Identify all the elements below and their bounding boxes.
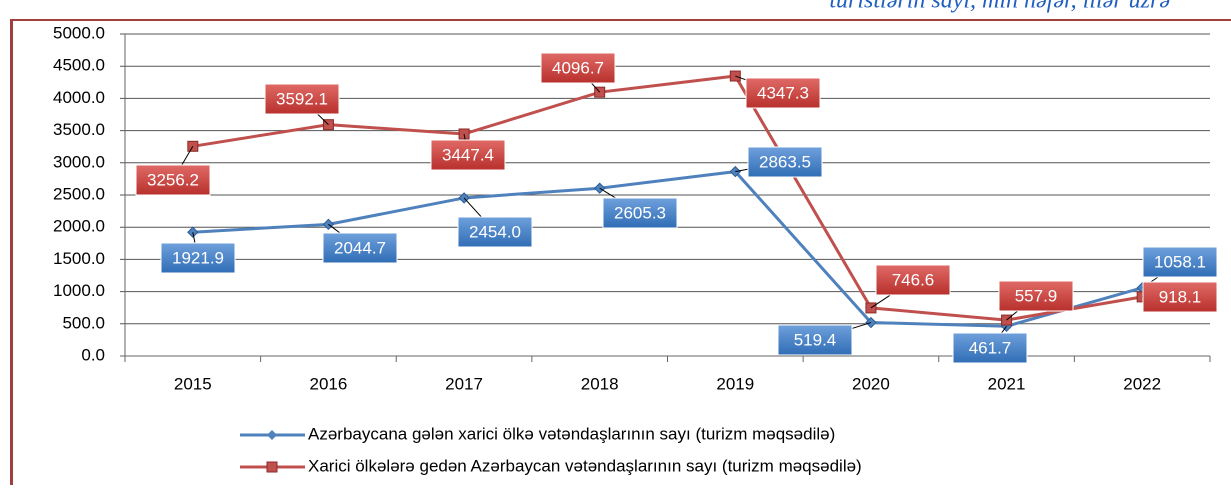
legend-label: Xarici ölkələrə gedən Azərbaycan vətənda… [308, 456, 862, 475]
y-tick-label: 1000.0 [53, 281, 105, 300]
data-label: 4347.3 [757, 83, 809, 102]
data-label: 3592.1 [276, 89, 328, 108]
x-tick-label: 2016 [310, 374, 348, 393]
x-tick-label: 2021 [988, 374, 1026, 393]
y-tick-label: 500.0 [62, 313, 105, 332]
frame-left [10, 20, 13, 485]
y-tick-label: 4000.0 [53, 88, 105, 107]
x-tick-label: 2020 [852, 374, 890, 393]
y-tick-label: 2000.0 [53, 217, 105, 236]
data-label: 2863.5 [759, 152, 811, 171]
y-tick-label: 1500.0 [53, 249, 105, 268]
x-tick-label: 2019 [716, 374, 754, 393]
data-label: 2605.3 [614, 203, 666, 222]
y-tick-label: 0.0 [81, 345, 105, 364]
x-tick-label: 2022 [1123, 374, 1161, 393]
x-tick-label: 2017 [445, 374, 483, 393]
data-label: 2044.7 [334, 238, 386, 257]
data-label: 2454.0 [469, 222, 521, 241]
data-label: 746.6 [892, 270, 935, 289]
y-tick-label: 4500.0 [53, 56, 105, 75]
data-label: 4096.7 [552, 58, 604, 77]
legend-marker [267, 430, 277, 440]
y-tick-label: 3500.0 [53, 120, 105, 139]
legend-marker [267, 462, 277, 472]
data-label: 1921.9 [172, 248, 224, 267]
y-tick-label: 2500.0 [53, 184, 105, 203]
data-label: 461.7 [969, 338, 1012, 357]
data-label: 519.4 [794, 330, 837, 349]
data-label: 557.9 [1015, 286, 1058, 305]
data-label: 3256.2 [147, 170, 199, 189]
data-label: 918.1 [1159, 287, 1202, 306]
data-label: 3447.4 [442, 145, 494, 164]
subtitle: turistlərin sayı, min nəfər, illər üzrə [829, 0, 1170, 14]
y-tick-label: 3000.0 [53, 152, 105, 171]
legend-label: Azərbaycana gələn xarici ölkə vətəndaşla… [308, 424, 835, 443]
x-tick-label: 2015 [174, 374, 212, 393]
data-label: 1058.1 [1154, 252, 1206, 271]
y-tick-label: 5000.0 [53, 23, 105, 42]
x-tick-label: 2018 [581, 374, 619, 393]
